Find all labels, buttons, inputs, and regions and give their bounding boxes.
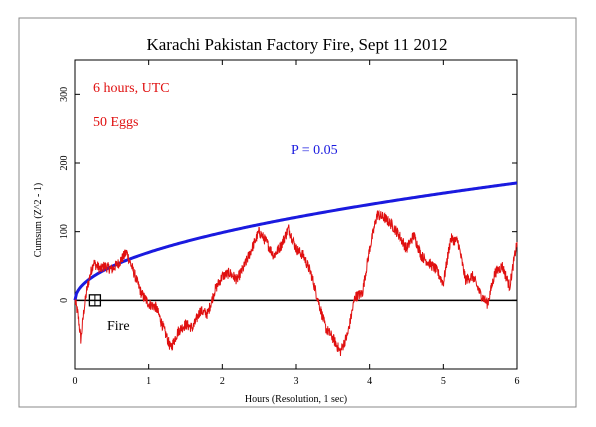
axis-ticks bbox=[74, 60, 518, 369]
x-tick-label: 0 bbox=[73, 376, 78, 387]
eggs-annotation: 50 Eggs bbox=[93, 115, 139, 130]
figure-border bbox=[18, 17, 577, 408]
y-tick-label: 300 bbox=[59, 87, 70, 102]
series-p-envelope bbox=[73, 181, 518, 301]
y-tick-label: 200 bbox=[59, 156, 70, 171]
p-value-label: P = 0.05 bbox=[291, 143, 338, 158]
fire-label: Fire bbox=[107, 319, 130, 334]
y-tick-label: 100 bbox=[59, 224, 70, 239]
x-tick-label: 5 bbox=[441, 376, 446, 387]
duration-annotation: 6 hours, UTC bbox=[93, 81, 170, 96]
y-tick-label: 0 bbox=[59, 298, 70, 303]
x-axis-title: Hours (Resolution, 1 sec) bbox=[245, 394, 347, 405]
chart-title: Karachi Pakistan Factory Fire, Sept 11 2… bbox=[146, 35, 447, 54]
x-tick-label: 4 bbox=[367, 376, 372, 387]
x-tick-label: 1 bbox=[146, 376, 151, 387]
x-tick-label: 3 bbox=[294, 376, 299, 387]
series-cumsum bbox=[74, 209, 518, 357]
x-tick-label: 6 bbox=[515, 376, 520, 387]
axis-tick-labels: 0 1 2 3 4 5 6 0 100 200 300 bbox=[59, 87, 520, 387]
y-axis-title: Cumsum (Z^2 - 1) bbox=[33, 183, 44, 257]
x-tick-label: 2 bbox=[220, 376, 225, 387]
